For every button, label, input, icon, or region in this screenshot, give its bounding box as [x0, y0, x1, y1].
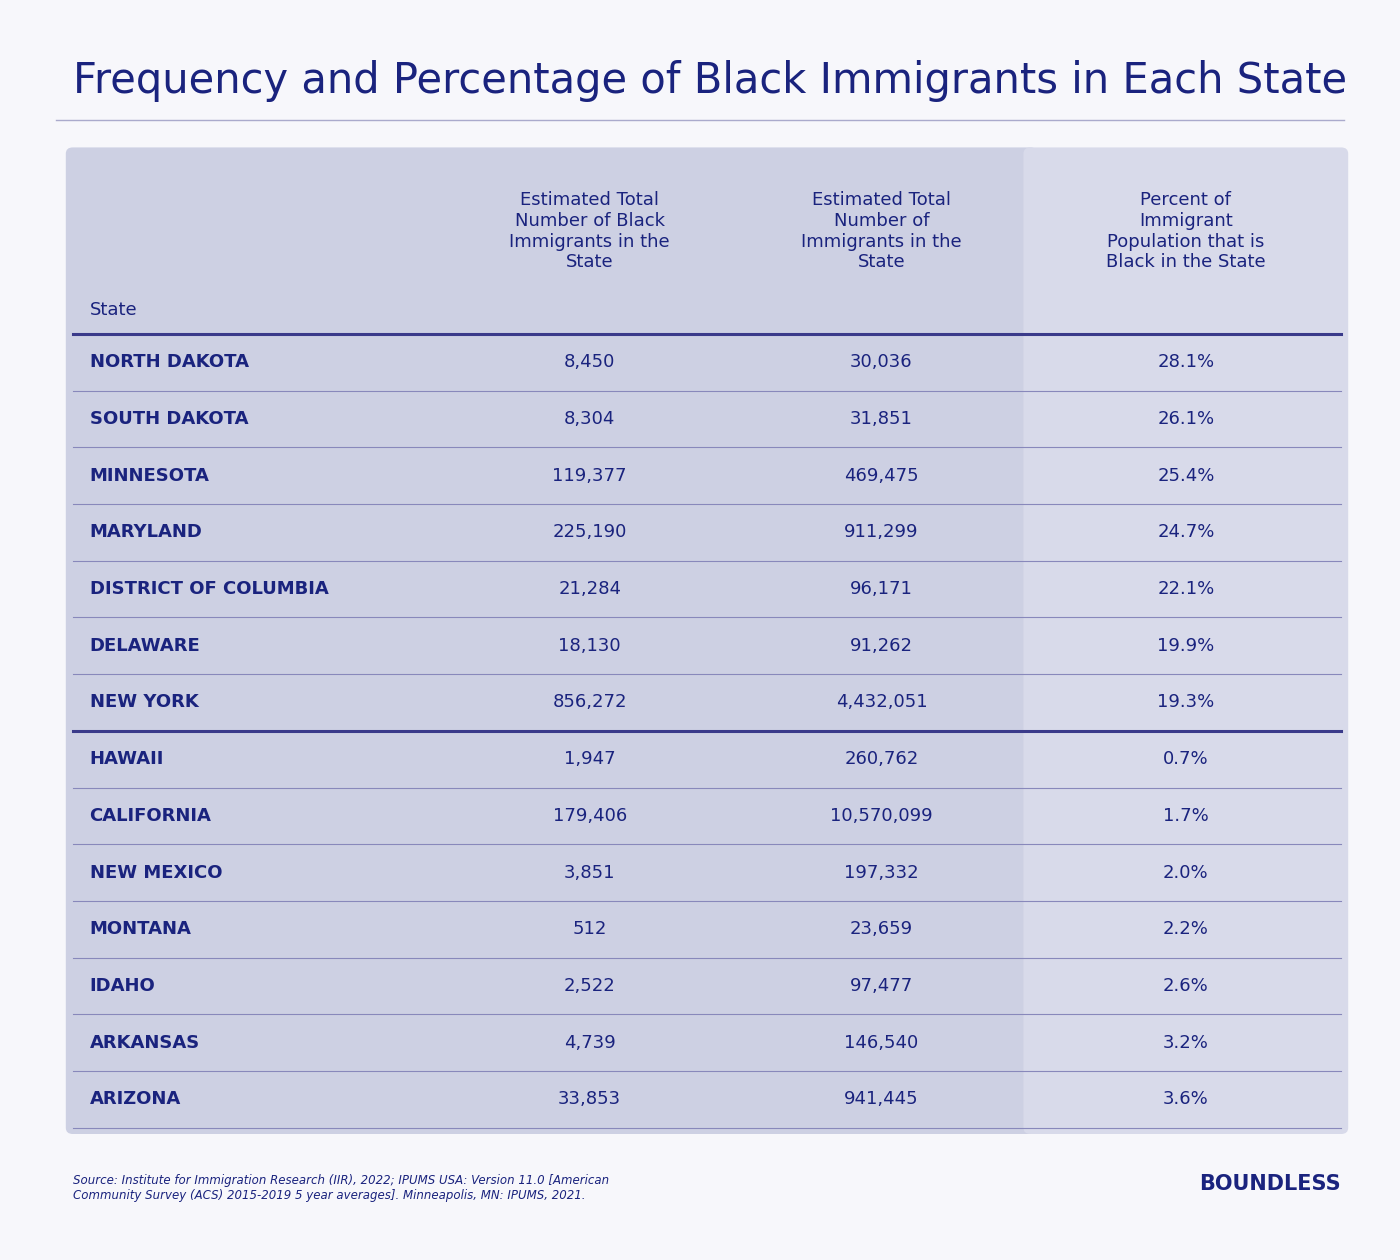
Text: Frequency and Percentage of Black Immigrants in Each State: Frequency and Percentage of Black Immigr… — [73, 60, 1347, 102]
Text: 2,522: 2,522 — [564, 976, 616, 995]
Text: 18,130: 18,130 — [559, 636, 622, 655]
Text: 25.4%: 25.4% — [1158, 466, 1215, 485]
Text: BOUNDLESS: BOUNDLESS — [1200, 1174, 1341, 1194]
Text: 911,299: 911,299 — [844, 523, 918, 542]
Text: 197,332: 197,332 — [844, 863, 918, 882]
Text: Estimated Total
Number of
Immigrants in the
State: Estimated Total Number of Immigrants in … — [801, 192, 962, 271]
Text: 146,540: 146,540 — [844, 1033, 918, 1052]
Text: ARIZONA: ARIZONA — [90, 1090, 181, 1109]
Text: 469,475: 469,475 — [844, 466, 918, 485]
Text: 0.7%: 0.7% — [1163, 750, 1208, 769]
Text: NORTH DAKOTA: NORTH DAKOTA — [90, 353, 249, 372]
Text: MINNESOTA: MINNESOTA — [90, 466, 210, 485]
Text: IDAHO: IDAHO — [90, 976, 155, 995]
Text: CALIFORNIA: CALIFORNIA — [90, 806, 211, 825]
Text: Source: Institute for Immigration Research (IIR), 2022; IPUMS USA: Version 11.0 : Source: Institute for Immigration Resear… — [73, 1174, 609, 1202]
Text: MONTANA: MONTANA — [90, 920, 192, 939]
Text: 3,851: 3,851 — [564, 863, 616, 882]
Text: 179,406: 179,406 — [553, 806, 627, 825]
Text: 31,851: 31,851 — [850, 410, 913, 428]
Text: 3.2%: 3.2% — [1163, 1033, 1208, 1052]
FancyBboxPatch shape — [66, 147, 1037, 1134]
FancyBboxPatch shape — [1023, 147, 1348, 1134]
Text: 4,739: 4,739 — [564, 1033, 616, 1052]
Text: 33,853: 33,853 — [559, 1090, 622, 1109]
Text: 97,477: 97,477 — [850, 976, 913, 995]
Text: 8,450: 8,450 — [564, 353, 616, 372]
Text: 2.2%: 2.2% — [1163, 920, 1208, 939]
Text: DELAWARE: DELAWARE — [90, 636, 200, 655]
Text: Percent of
Immigrant
Population that is
Black in the State: Percent of Immigrant Population that is … — [1106, 192, 1266, 271]
Text: 260,762: 260,762 — [844, 750, 918, 769]
Text: 19.3%: 19.3% — [1158, 693, 1214, 712]
Text: 30,036: 30,036 — [850, 353, 913, 372]
Text: 23,659: 23,659 — [850, 920, 913, 939]
Text: 10,570,099: 10,570,099 — [830, 806, 932, 825]
Text: MARYLAND: MARYLAND — [90, 523, 203, 542]
Text: 22.1%: 22.1% — [1158, 580, 1214, 598]
Text: DISTRICT OF COLUMBIA: DISTRICT OF COLUMBIA — [90, 580, 329, 598]
Text: 1.7%: 1.7% — [1163, 806, 1208, 825]
Text: 3.6%: 3.6% — [1163, 1090, 1208, 1109]
Text: 24.7%: 24.7% — [1158, 523, 1215, 542]
Text: 856,272: 856,272 — [553, 693, 627, 712]
Text: ARKANSAS: ARKANSAS — [90, 1033, 200, 1052]
Text: NEW MEXICO: NEW MEXICO — [90, 863, 223, 882]
Text: 21,284: 21,284 — [559, 580, 622, 598]
Text: NEW YORK: NEW YORK — [90, 693, 199, 712]
Text: Estimated Total
Number of Black
Immigrants in the
State: Estimated Total Number of Black Immigran… — [510, 192, 671, 271]
Text: 225,190: 225,190 — [553, 523, 627, 542]
Text: 19.9%: 19.9% — [1158, 636, 1214, 655]
Text: SOUTH DAKOTA: SOUTH DAKOTA — [90, 410, 248, 428]
Text: HAWAII: HAWAII — [90, 750, 164, 769]
Text: 8,304: 8,304 — [564, 410, 616, 428]
Text: 2.6%: 2.6% — [1163, 976, 1208, 995]
Text: 1,947: 1,947 — [564, 750, 616, 769]
Text: State: State — [90, 301, 137, 319]
Text: 96,171: 96,171 — [850, 580, 913, 598]
Text: 2.0%: 2.0% — [1163, 863, 1208, 882]
Text: 941,445: 941,445 — [844, 1090, 918, 1109]
Text: 119,377: 119,377 — [553, 466, 627, 485]
Text: 91,262: 91,262 — [850, 636, 913, 655]
Text: 26.1%: 26.1% — [1158, 410, 1214, 428]
Text: 28.1%: 28.1% — [1158, 353, 1214, 372]
Text: 512: 512 — [573, 920, 606, 939]
Text: 4,432,051: 4,432,051 — [836, 693, 927, 712]
